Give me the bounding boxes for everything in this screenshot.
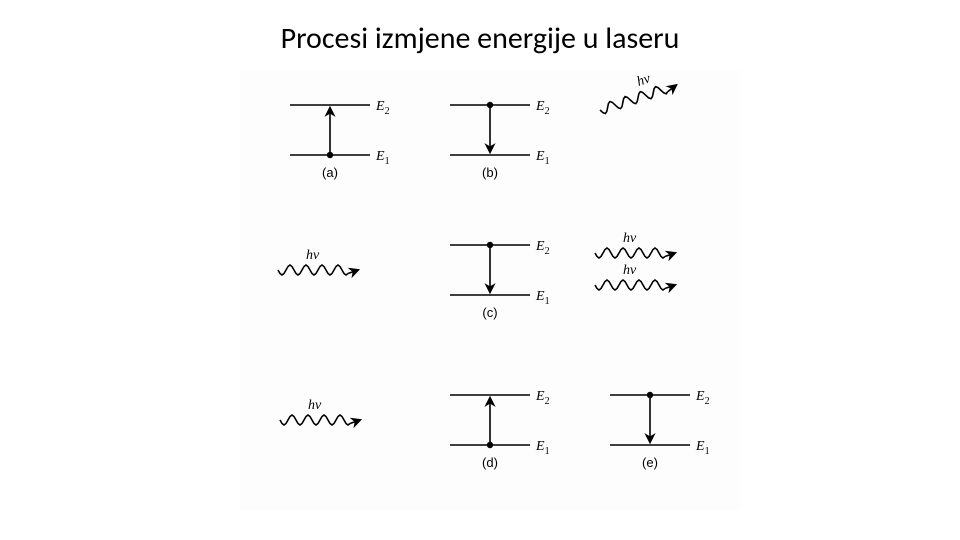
svg-text:(a): (a) bbox=[322, 165, 338, 180]
svg-text:(c): (c) bbox=[482, 305, 497, 320]
svg-text:(b): (b) bbox=[482, 165, 498, 180]
svg-text:hν: hν bbox=[623, 263, 637, 278]
page-title: Procesi izmjene energije u laseru bbox=[0, 20, 960, 57]
svg-text:E2: E2 bbox=[375, 99, 390, 117]
svg-text:E1: E1 bbox=[695, 439, 710, 457]
figure-area: E2 E1 (a) E2 E1 (b) hν hν E2 E1 (c) hν hν hν E2 E1 (d) E2… bbox=[240, 70, 740, 510]
svg-text:(e): (e) bbox=[642, 455, 658, 470]
svg-text:E2: E2 bbox=[695, 389, 710, 407]
svg-text:hν: hν bbox=[306, 248, 320, 263]
svg-text:E2: E2 bbox=[535, 99, 550, 117]
svg-text:hν: hν bbox=[308, 398, 322, 413]
svg-text:E1: E1 bbox=[535, 149, 550, 167]
svg-text:hν: hν bbox=[635, 71, 653, 90]
diagram-svg: E2 E1 (a) E2 E1 (b) hν hν E2 E1 (c) hν hν hν E2 E1 (d) E2… bbox=[240, 70, 740, 510]
svg-text:E1: E1 bbox=[375, 149, 390, 167]
svg-text:hν: hν bbox=[623, 231, 637, 246]
svg-text:E2: E2 bbox=[535, 239, 550, 257]
svg-text:(d): (d) bbox=[482, 455, 498, 470]
svg-text:E2: E2 bbox=[535, 389, 550, 407]
svg-text:E1: E1 bbox=[535, 439, 550, 457]
svg-text:E1: E1 bbox=[535, 289, 550, 307]
